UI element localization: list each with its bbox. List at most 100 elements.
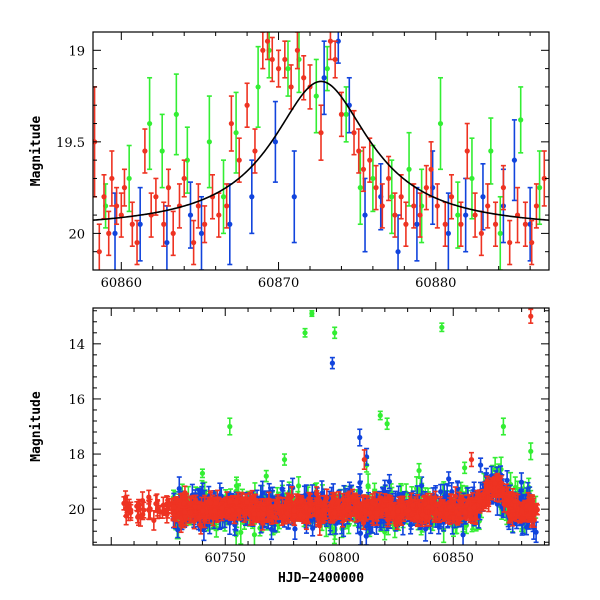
- green-point: [309, 311, 314, 317]
- blue-point: [322, 41, 327, 114]
- blue-point: [273, 102, 278, 183]
- green-point: [227, 418, 232, 435]
- red-point: [373, 166, 378, 210]
- red-point: [507, 221, 512, 265]
- y-tick-label: 20: [68, 503, 85, 518]
- green-point: [488, 118, 493, 184]
- green-point: [438, 78, 443, 170]
- red-point: [229, 96, 234, 151]
- y-tick-label: 19: [68, 44, 85, 59]
- y-tick-label: 16: [68, 393, 85, 408]
- green-point: [439, 323, 444, 331]
- red-point: [270, 37, 275, 81]
- green-point: [221, 160, 226, 233]
- green-point: [344, 87, 349, 142]
- red-point: [119, 193, 124, 237]
- red-point: [191, 221, 196, 265]
- red-point: [224, 184, 229, 228]
- red-point: [149, 193, 154, 237]
- blue-point: [138, 188, 143, 261]
- green-point: [385, 418, 390, 429]
- red-point: [202, 206, 207, 243]
- red-point: [328, 23, 333, 60]
- red-point: [523, 202, 528, 246]
- blue-point: [395, 215, 400, 288]
- red-point: [282, 41, 287, 78]
- green-point: [200, 469, 205, 477]
- green-point: [207, 96, 212, 188]
- bottom-panel: 60750 60800 6085014161820MagnitudeHJD−2400…: [29, 308, 549, 586]
- red-point: [161, 202, 166, 246]
- red-point: [515, 188, 520, 243]
- green-point: [147, 78, 152, 170]
- red-point: [465, 124, 470, 179]
- blue-point: [357, 429, 362, 446]
- green-point: [462, 462, 467, 473]
- red-point: [472, 193, 477, 237]
- green-point: [174, 74, 179, 155]
- red-point: [122, 169, 127, 206]
- red-point: [134, 221, 139, 265]
- red-point: [142, 129, 147, 173]
- data-points: [92, 19, 547, 288]
- green-point: [370, 146, 375, 212]
- red-point: [109, 151, 114, 206]
- red-point: [403, 202, 408, 246]
- red-point: [469, 453, 474, 467]
- red-point: [171, 211, 176, 255]
- red-point: [130, 202, 135, 246]
- red-point: [435, 184, 440, 228]
- red-point: [392, 193, 397, 237]
- red-point: [318, 105, 323, 160]
- red-point: [485, 184, 490, 228]
- red-point: [166, 169, 171, 206]
- y-tick-label: 20: [68, 227, 85, 242]
- red-point: [153, 178, 158, 215]
- green-point: [302, 329, 307, 337]
- green-point: [537, 151, 542, 224]
- red-point: [151, 511, 156, 530]
- green-point: [518, 87, 523, 153]
- data-points: [121, 309, 540, 546]
- x-tick-label: 60860: [101, 276, 142, 291]
- green-point: [501, 418, 506, 435]
- red-point: [244, 83, 249, 127]
- x-tick-label: 60750: [205, 551, 246, 566]
- red-point: [534, 184, 539, 228]
- x-tick-label: 60800: [319, 551, 360, 566]
- red-point: [333, 41, 338, 78]
- blue-point: [249, 160, 254, 233]
- green-point: [528, 443, 533, 460]
- green-point: [314, 59, 319, 132]
- red-point: [97, 224, 102, 279]
- green-point: [416, 464, 421, 478]
- red-point: [493, 202, 498, 246]
- y-axis-title: Magnitude: [29, 391, 44, 462]
- x-axis-title: HJD−2400000: [278, 571, 364, 586]
- red-point: [449, 175, 454, 219]
- red-point: [458, 202, 463, 246]
- green-point: [389, 160, 394, 233]
- green-point: [378, 411, 383, 419]
- red-point: [411, 184, 416, 228]
- x-tick-label: 60870: [258, 276, 299, 291]
- red-point: [216, 193, 221, 237]
- blue-point: [463, 178, 468, 251]
- y-tick-label: 19.5: [56, 136, 85, 151]
- blue-point: [478, 458, 483, 472]
- red-point: [196, 184, 201, 228]
- red-point: [528, 309, 533, 323]
- green-point: [282, 454, 287, 465]
- red-point: [276, 50, 281, 87]
- green-point: [264, 471, 269, 482]
- green-point: [256, 47, 261, 128]
- green-point: [160, 114, 165, 187]
- blue-point: [188, 182, 193, 248]
- red-point: [424, 166, 429, 210]
- blue-point: [227, 184, 232, 265]
- green-point: [332, 327, 337, 338]
- red-point: [501, 166, 506, 210]
- y-axis-title: Magnitude: [29, 116, 44, 187]
